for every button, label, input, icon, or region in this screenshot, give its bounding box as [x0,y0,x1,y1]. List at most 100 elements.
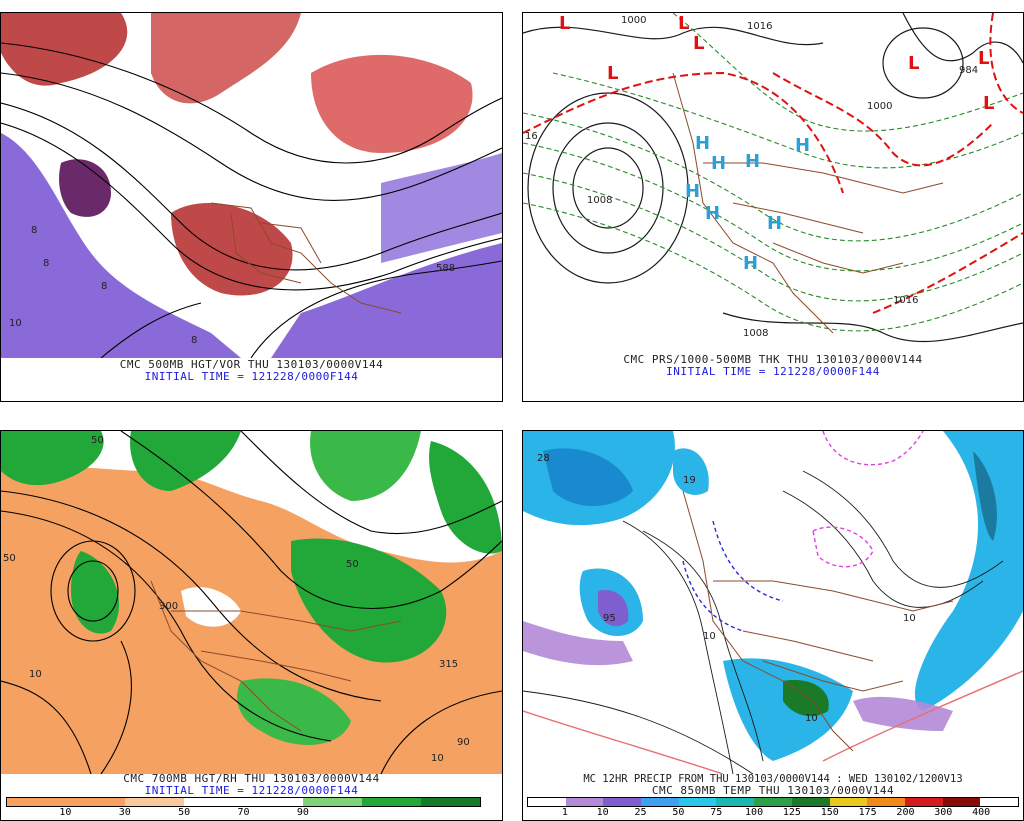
color-swatch [528,798,566,806]
color-swatch [791,798,830,806]
scale-label: 175 [858,807,877,818]
contour-label: 50 [346,559,359,570]
high-pressure-marker: H [695,133,711,154]
contour-label: 1008 [743,328,769,339]
scale-label: 90 [296,807,309,818]
color-bar [6,797,481,807]
color-swatch [829,798,868,806]
scale-label: 200 [896,807,915,818]
scale-label: 125 [782,807,801,818]
panel-700mb-hgt-rh: 50 50 300 315 10 10 90 50 CMC 700MB HGT/… [0,430,503,821]
scale-label: 400 [972,807,991,818]
contour-label: 8 [31,225,38,236]
low-pressure-marker: L [978,48,990,69]
color-swatch [565,798,604,806]
contour-label: 8 [101,281,108,292]
scale-label: 150 [820,807,839,818]
high-pressure-marker: H [685,181,701,202]
color-swatch [361,798,421,806]
color-swatch [420,798,480,806]
humidity-map [1,431,502,774]
contour-label: 95 [603,613,616,624]
scale-label: 50 [672,807,685,818]
color-swatch [754,798,792,806]
contour-label: 50 [91,435,104,446]
color-swatch [184,798,244,806]
contour-label: 315 [439,659,459,670]
contour-label: 984 [959,65,979,76]
contour-label: 16 [525,131,538,142]
scale-label: 100 [745,807,764,818]
color-swatch [678,798,717,806]
contour-label: 8 [43,258,50,269]
temperature-subtitle: CMC 850MB TEMP THU 130103/0000V144 [651,784,895,797]
contour-label: 90 [457,737,470,748]
color-swatch [66,798,126,806]
contour-label: 1000 [867,101,893,112]
low-pressure-marker: L [678,13,690,34]
color-bar [527,797,1019,807]
scale-label: 70 [237,807,250,818]
scale-label: 25 [634,807,647,818]
contour-label: 50 [3,553,16,564]
panel-title: CMC 700MB HGT/RH THU 130103/0000V144 [123,772,380,785]
panel-title: CMC PRS/1000-500MB THK THU 130103/0000V1… [623,353,923,366]
high-pressure-marker: H [745,151,761,172]
color-swatch [942,798,981,806]
high-pressure-marker: H [705,203,721,224]
initial-time: INITIAL TIME = 121228/0000F144 [144,784,359,797]
color-swatch [867,798,905,806]
low-pressure-marker: L [908,53,920,74]
high-pressure-marker: H [743,253,759,274]
low-pressure-marker: L [607,63,619,84]
panel-title: CMC 500MB HGT/VOR THU 130103/0000V144 [119,358,384,371]
scale-labels: 1 10 25 50 75 100 125 150 175 200 300 400 [527,807,1019,819]
high-pressure-marker: H [767,213,783,234]
contour-label: 588 [436,263,456,274]
scale-label: 10 [596,807,609,818]
rh-color-scale: 10 30 50 70 90 [6,797,481,819]
high-pressure-marker: H [711,153,727,174]
contour-label: 1016 [747,21,773,32]
contour-label: 10 [29,669,42,680]
panel-precip-850mb-temp: 28 19 95 10 10 10 MC 12HR PRECIP FROM TH… [522,430,1024,821]
contour-label: 8 [191,335,198,346]
low-pressure-marker: L [983,93,995,114]
scale-labels: 10 30 50 70 90 [6,807,481,819]
contour-label: 10 [9,318,22,329]
color-swatch [243,798,303,806]
contour-label: 10 [431,753,444,764]
contour-label: 28 [537,453,550,464]
scale-label: 10 [59,807,72,818]
color-swatch [716,798,755,806]
initial-time: INITIAL TIME = 121228/0000F144 [666,365,880,378]
precipitation-map [523,431,1023,774]
color-swatch [7,798,67,806]
contour-label: 1000 [621,15,647,26]
contour-label: 10 [703,631,716,642]
scale-label: 30 [118,807,131,818]
color-swatch [302,798,362,806]
panel-prs-thk: L L L L L L L H H H H H H H H 1000 1008 … [522,12,1024,402]
contour-label: 1008 [587,195,613,206]
vorticity-map [1,13,502,358]
precip-color-scale: 1 10 25 50 75 100 125 150 175 200 300 400 [527,797,1019,819]
color-swatch [603,798,642,806]
scale-label: 300 [934,807,953,818]
initial-time: INITIAL TIME = 121228/0000F144 [144,370,359,383]
color-swatch [641,798,679,806]
panel-title: MC 12HR PRECIP FROM THU 130103/0000V144 … [583,773,963,785]
color-swatch [980,798,1018,806]
contour-label: 10 [805,713,818,724]
contour-label: 1016 [893,295,919,306]
scale-label: 50 [178,807,191,818]
low-pressure-marker: L [559,13,571,34]
high-pressure-marker: H [795,135,811,156]
scale-label: 75 [710,807,723,818]
contour-label: 19 [683,475,696,486]
pressure-thickness-map [523,13,1023,358]
color-swatch [125,798,185,806]
scale-label: 1 [561,807,568,818]
low-pressure-marker: L [693,33,705,54]
color-swatch [904,798,943,806]
